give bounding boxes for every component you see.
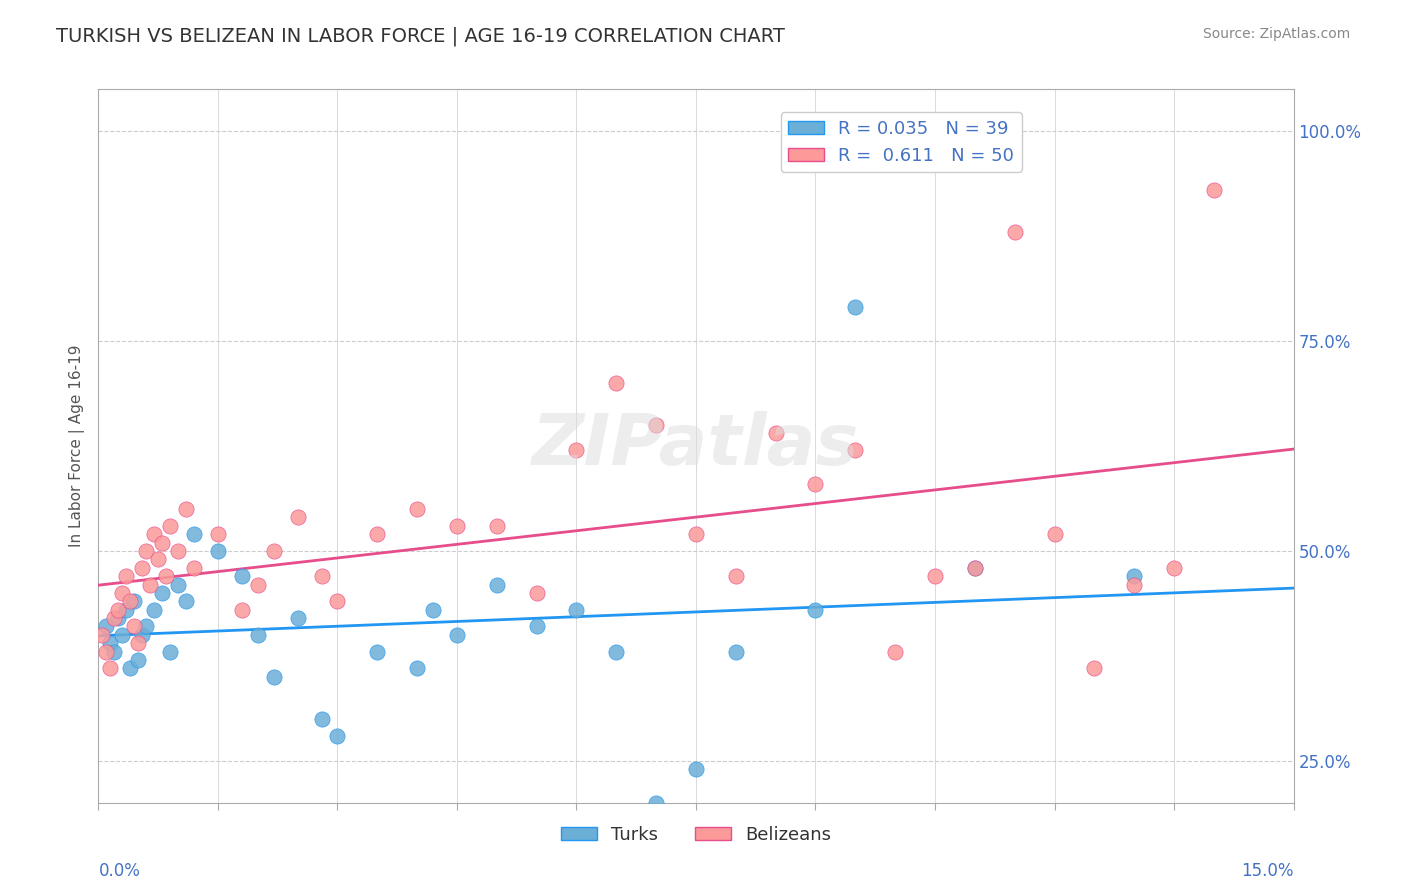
- Point: [135, 544, 157, 558]
- Point: [183, 527, 205, 541]
- Point: [804, 603, 827, 617]
- Text: TURKISH VS BELIZEAN IN LABOR FORCE | AGE 16-19 CORRELATION CHART: TURKISH VS BELIZEAN IN LABOR FORCE | AGE…: [56, 27, 785, 46]
- Point: [167, 544, 190, 558]
- Point: [1123, 577, 1146, 591]
- Point: [565, 603, 588, 617]
- Point: [963, 560, 986, 574]
- Point: [311, 712, 333, 726]
- Point: [526, 619, 548, 633]
- Point: [565, 443, 588, 458]
- Point: [124, 619, 146, 633]
- Point: [150, 535, 173, 549]
- Point: [98, 636, 122, 650]
- Point: [804, 476, 827, 491]
- Point: [131, 560, 153, 574]
- Point: [143, 527, 166, 541]
- Point: [231, 603, 253, 617]
- Point: [127, 636, 149, 650]
- Point: [366, 645, 388, 659]
- Point: [124, 594, 146, 608]
- Point: [148, 552, 170, 566]
- Point: [143, 603, 166, 617]
- Point: [115, 603, 138, 617]
- Point: [406, 661, 429, 675]
- Point: [131, 628, 153, 642]
- Point: [765, 426, 787, 441]
- Text: ZIPatlas: ZIPatlas: [533, 411, 859, 481]
- Point: [287, 611, 309, 625]
- Point: [645, 796, 668, 810]
- Text: 0.0%: 0.0%: [98, 862, 141, 880]
- Point: [263, 670, 285, 684]
- Point: [724, 569, 747, 583]
- Point: [446, 518, 468, 533]
- Point: [103, 611, 125, 625]
- Point: [844, 301, 866, 315]
- Point: [311, 569, 333, 583]
- Point: [155, 569, 177, 583]
- Y-axis label: In Labor Force | Age 16-19: In Labor Force | Age 16-19: [69, 344, 84, 548]
- Point: [96, 645, 118, 659]
- Point: [326, 594, 349, 608]
- Point: [446, 628, 468, 642]
- Point: [107, 603, 129, 617]
- Point: [485, 577, 508, 591]
- Point: [231, 569, 253, 583]
- Point: [963, 560, 986, 574]
- Point: [246, 628, 269, 642]
- Point: [120, 661, 142, 675]
- Point: [526, 586, 548, 600]
- Point: [1202, 183, 1225, 197]
- Point: [724, 645, 747, 659]
- Point: [287, 510, 309, 524]
- Point: [98, 661, 122, 675]
- Point: [150, 586, 173, 600]
- Point: [485, 518, 508, 533]
- Text: 15.0%: 15.0%: [1241, 862, 1294, 880]
- Point: [246, 577, 269, 591]
- Point: [111, 628, 134, 642]
- Point: [120, 594, 142, 608]
- Point: [685, 762, 707, 776]
- Point: [645, 417, 668, 432]
- Point: [685, 527, 707, 541]
- Point: [96, 619, 118, 633]
- Point: [167, 577, 190, 591]
- Point: [406, 502, 429, 516]
- Point: [159, 518, 181, 533]
- Point: [263, 544, 285, 558]
- Point: [924, 569, 946, 583]
- Point: [183, 560, 205, 574]
- Point: [605, 376, 627, 390]
- Point: [174, 594, 197, 608]
- Point: [115, 569, 138, 583]
- Point: [207, 544, 229, 558]
- Point: [207, 527, 229, 541]
- Text: Source: ZipAtlas.com: Source: ZipAtlas.com: [1202, 27, 1350, 41]
- Point: [844, 443, 866, 458]
- Point: [111, 586, 134, 600]
- Point: [107, 611, 129, 625]
- Point: [422, 603, 444, 617]
- Point: [366, 527, 388, 541]
- Point: [1043, 527, 1066, 541]
- Point: [135, 619, 157, 633]
- Point: [1123, 569, 1146, 583]
- Point: [326, 729, 349, 743]
- Legend: Turks, Belizeans: Turks, Belizeans: [554, 819, 838, 851]
- Point: [159, 645, 181, 659]
- Point: [1083, 661, 1105, 675]
- Point: [1163, 560, 1185, 574]
- Point: [174, 502, 197, 516]
- Point: [103, 645, 125, 659]
- Point: [91, 628, 114, 642]
- Point: [884, 645, 907, 659]
- Point: [127, 653, 149, 667]
- Point: [1004, 225, 1026, 239]
- Point: [139, 577, 162, 591]
- Point: [605, 645, 627, 659]
